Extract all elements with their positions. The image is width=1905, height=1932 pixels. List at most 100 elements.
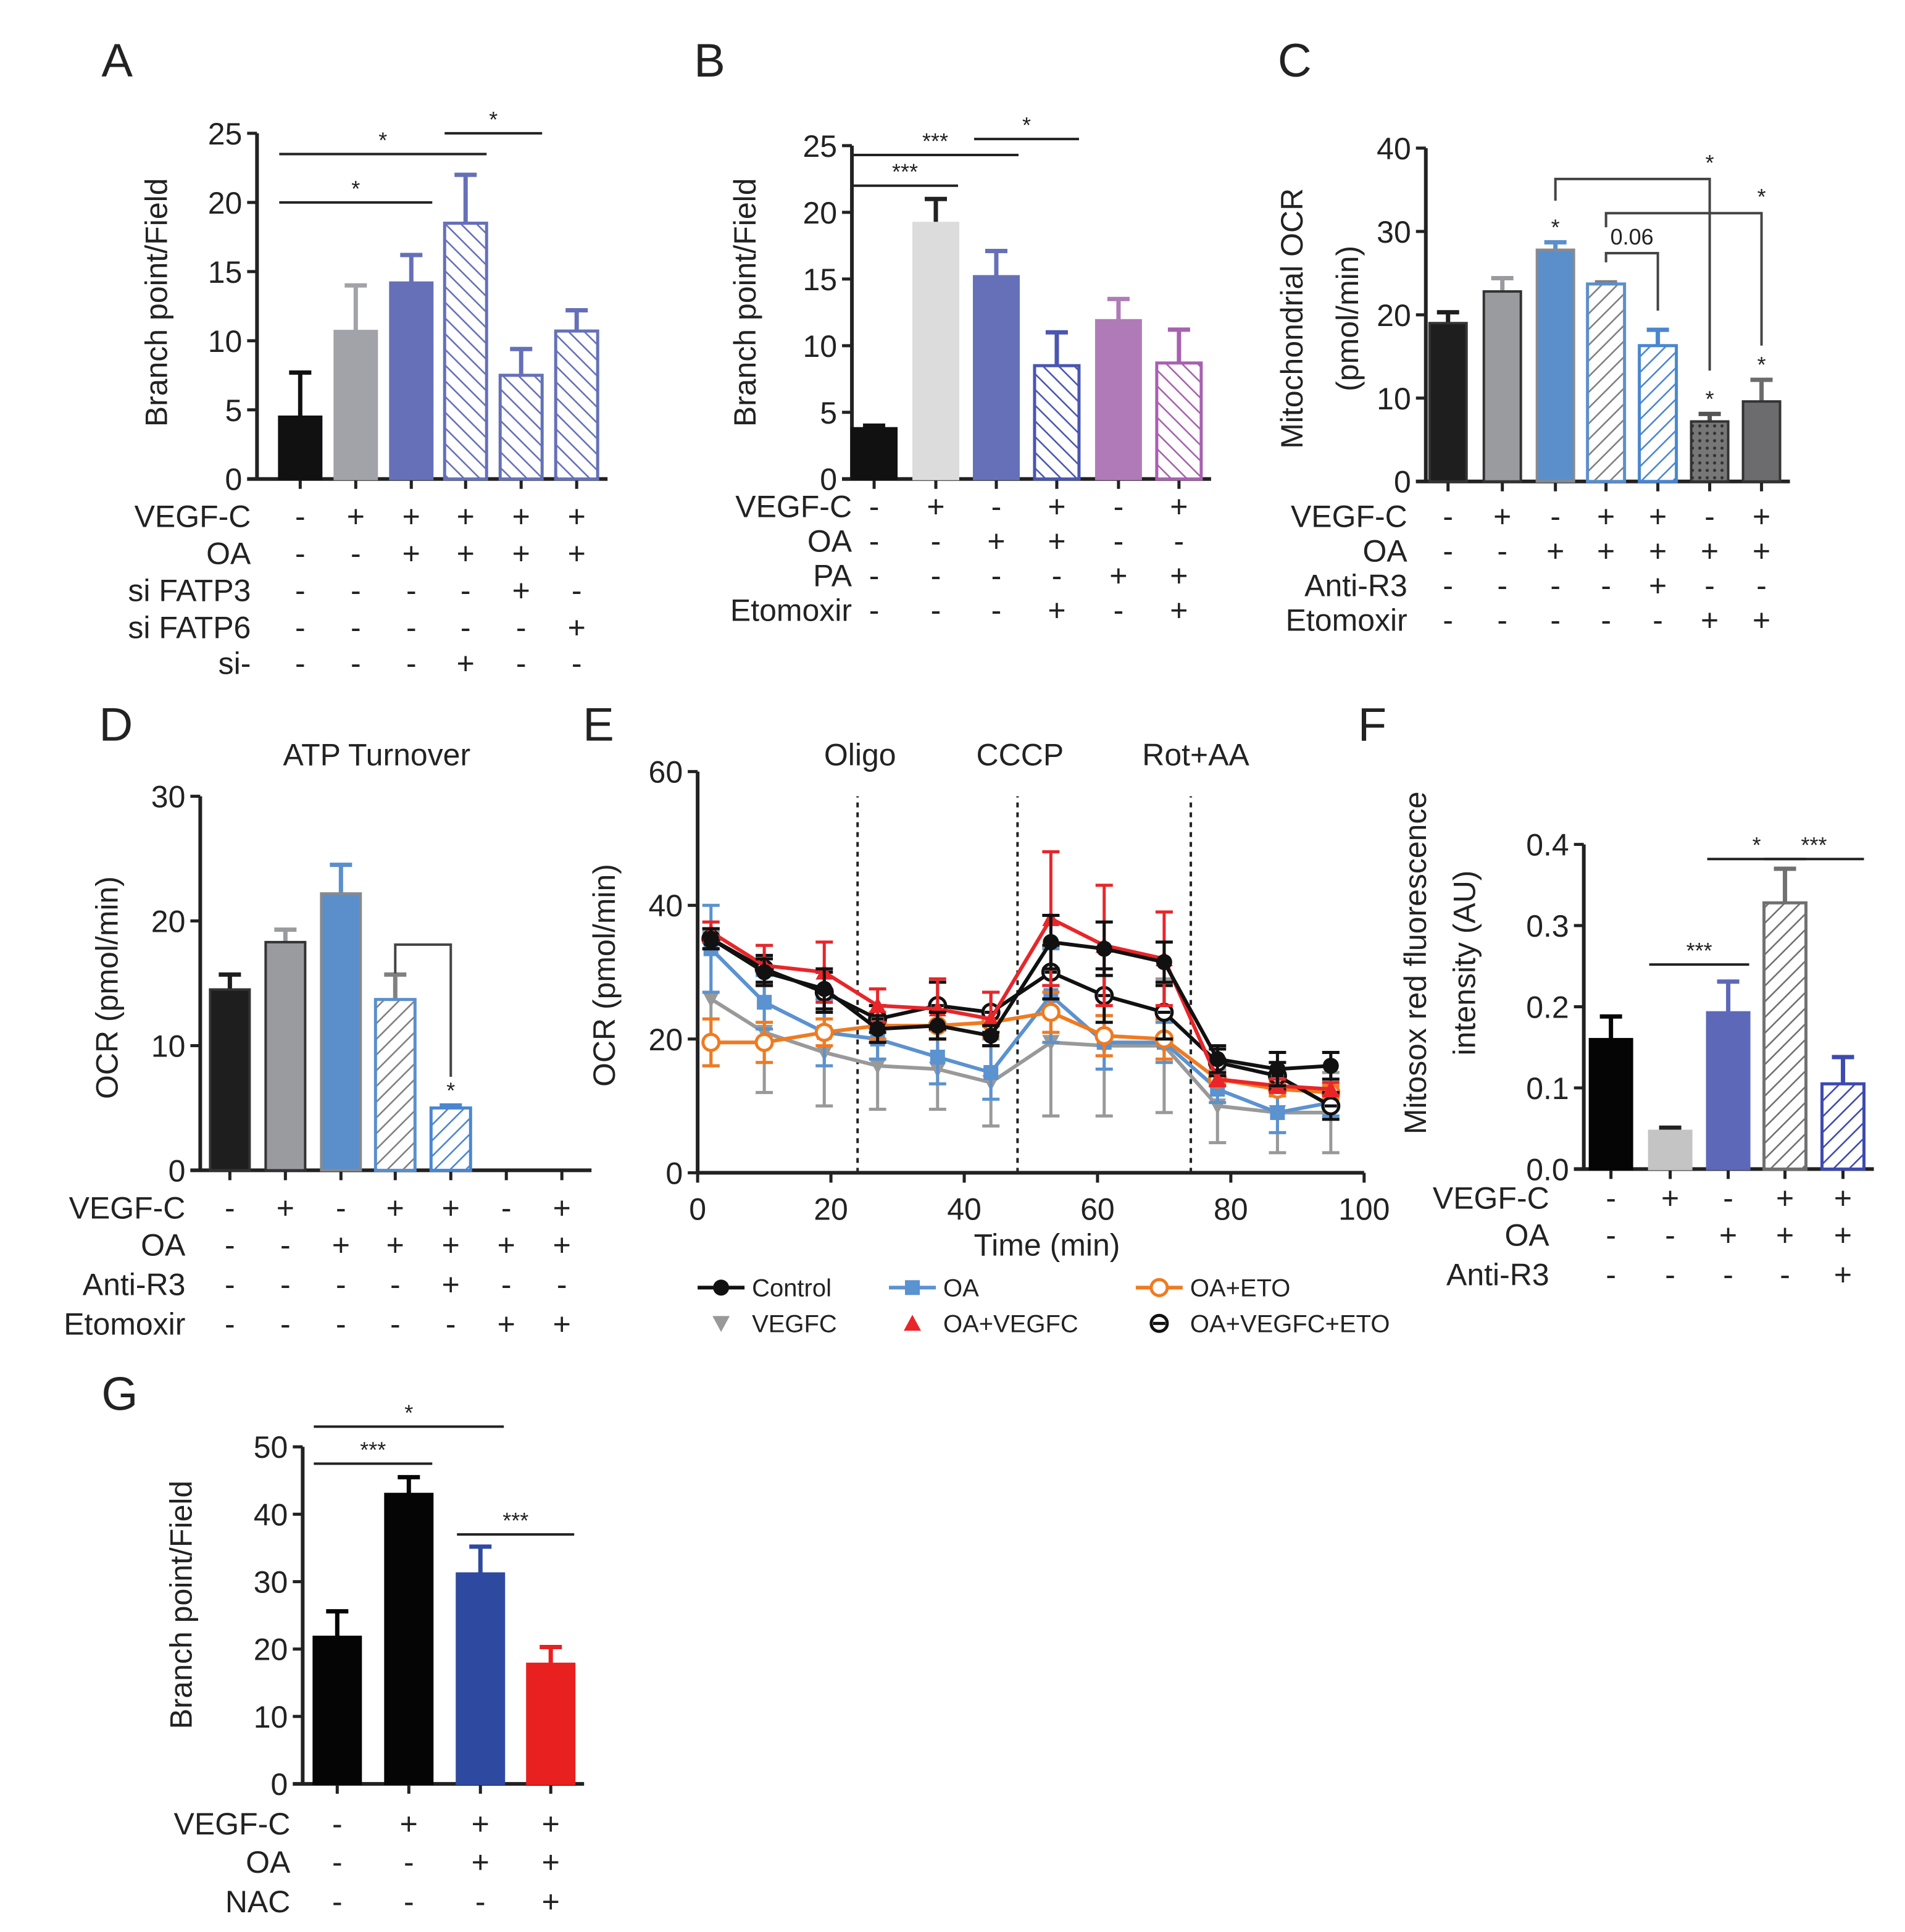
data-point (1043, 934, 1059, 950)
condition-sign: + (1719, 1218, 1737, 1252)
condition-sign: + (442, 1190, 460, 1225)
data-point (1269, 1061, 1286, 1077)
condition-sign: + (347, 500, 365, 534)
data-point (1149, 1278, 1169, 1297)
condition-sign: - (351, 537, 361, 571)
condition-sign: + (1048, 593, 1065, 628)
legend-label: OA+VEGFC (943, 1310, 1078, 1337)
y-tick-label: 30 (1377, 215, 1411, 249)
y-tick-label: 20 (151, 905, 186, 939)
significance-label: * (1706, 150, 1714, 175)
condition-sign: + (568, 611, 586, 645)
condition-sign: + (1649, 500, 1667, 534)
legend-label: OA (943, 1274, 979, 1302)
condition-sign: - (225, 1190, 235, 1225)
bar (1820, 1082, 1866, 1171)
condition-label: si- (219, 646, 251, 681)
condition-sign: - (1114, 524, 1124, 559)
condition-sign: + (1753, 534, 1770, 569)
data-point (869, 1058, 886, 1075)
condition-sign: + (472, 1845, 490, 1880)
bar (456, 1572, 506, 1786)
condition-sign: + (927, 490, 944, 524)
y-axis-label: OCR (pmol/min) (587, 864, 622, 1087)
condition-sign: + (457, 646, 475, 681)
data-point (869, 1021, 886, 1037)
condition-sign: - (1443, 569, 1453, 603)
data-point (816, 981, 833, 997)
y-tick-label: 5 (225, 393, 243, 428)
condition-sign: + (400, 1807, 418, 1841)
condition-sign: - (1606, 1257, 1616, 1292)
condition-sign: - (869, 593, 880, 628)
condition-sign: + (1753, 500, 1770, 534)
y-tick-label: 5 (820, 396, 837, 430)
data-point (904, 1315, 922, 1331)
data-point (1094, 1026, 1114, 1045)
x-tick-label: 40 (947, 1192, 982, 1226)
y-tick-label: 20 (254, 1633, 288, 1667)
condition-sign: - (991, 593, 1002, 628)
y-tick-label: 10 (151, 1029, 186, 1063)
bar (209, 988, 251, 1172)
condition-sign: - (404, 1884, 414, 1919)
condition-sign: - (501, 1267, 512, 1302)
significance-label: * (404, 1400, 413, 1426)
condition-label: Anti-R3 (1304, 569, 1407, 603)
bar (1535, 248, 1575, 483)
y-tick-label: 0 (169, 1153, 186, 1188)
y-axis-label: Branch point/Field (728, 178, 762, 427)
condition-label: Anti-R3 (1446, 1257, 1549, 1292)
x-tick-label: 100 (1338, 1192, 1390, 1226)
condition-sign: - (461, 611, 471, 645)
data-point (1322, 1058, 1339, 1074)
condition-sign: - (351, 646, 361, 681)
data-point (1270, 1105, 1285, 1120)
y-tick-label: 40 (254, 1497, 288, 1532)
condition-label: VEGF-C (1291, 500, 1407, 534)
y-tick-label: 20 (1377, 298, 1411, 333)
bar (429, 1106, 472, 1172)
injection-label: Oligo (824, 738, 896, 772)
bar (1648, 1129, 1693, 1171)
condition-sign: - (557, 1267, 567, 1302)
y-tick-label: 50 (254, 1430, 288, 1465)
data-point (1209, 1051, 1226, 1068)
condition-sign: - (280, 1227, 291, 1262)
condition-label: VEGF-C (135, 500, 251, 534)
condition-sign: - (225, 1267, 235, 1302)
condition-sign: - (225, 1307, 235, 1341)
condition-sign: + (542, 1807, 560, 1841)
condition-sign: + (1170, 490, 1188, 524)
bar (278, 415, 323, 480)
condition-sign: - (295, 611, 306, 645)
condition-label: OA (807, 524, 852, 559)
condition-sign: - (501, 1190, 512, 1225)
y-axis-label: intensity (AU) (1448, 871, 1482, 1056)
condition-sign: + (1546, 534, 1564, 569)
condition-sign: - (390, 1267, 401, 1302)
condition-sign: + (1109, 559, 1127, 593)
bar (526, 1662, 576, 1786)
significance-label: *** (360, 1437, 386, 1463)
significance-label: 0.06 (1611, 224, 1654, 249)
condition-label: VEGF-C (69, 1190, 186, 1225)
condition-sign: + (512, 574, 530, 608)
condition-label: VEGF-C (174, 1807, 291, 1841)
condition-sign: + (457, 537, 475, 571)
condition-sign: - (1114, 490, 1124, 524)
panel-c: C 0 10 20 30 40 Mitochondrial OCR (pmol/min) * * *… (1275, 35, 1790, 638)
condition-sign: - (1606, 1218, 1616, 1252)
condition-sign: - (406, 646, 417, 681)
condition-sign: + (1048, 490, 1065, 524)
condition-sign: - (1606, 1181, 1616, 1215)
condition-sign: + (1701, 534, 1719, 569)
condition-label: OA (206, 537, 251, 571)
condition-sign: - (1497, 603, 1507, 638)
condition-sign: - (1443, 500, 1453, 534)
legend-item: OA+ETO (1135, 1274, 1290, 1302)
significance-star: * (1706, 386, 1714, 411)
data-point (929, 1018, 946, 1034)
legend-label: VEGFC (752, 1310, 837, 1337)
